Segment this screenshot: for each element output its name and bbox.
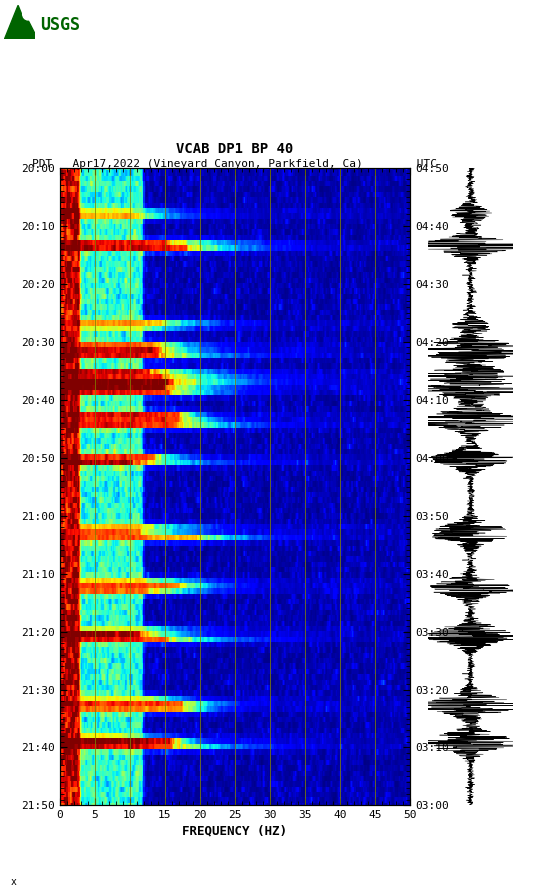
Text: x: x [11,877,17,887]
Polygon shape [4,5,32,39]
Polygon shape [10,15,38,39]
Text: PDT   Apr17,2022 (Vineyard Canyon, Parkfield, Ca)        UTC: PDT Apr17,2022 (Vineyard Canyon, Parkfie… [33,160,437,169]
X-axis label: FREQUENCY (HZ): FREQUENCY (HZ) [182,824,288,838]
Text: USGS: USGS [40,16,79,34]
Text: VCAB DP1 BP 40: VCAB DP1 BP 40 [176,142,294,156]
Circle shape [23,8,34,20]
